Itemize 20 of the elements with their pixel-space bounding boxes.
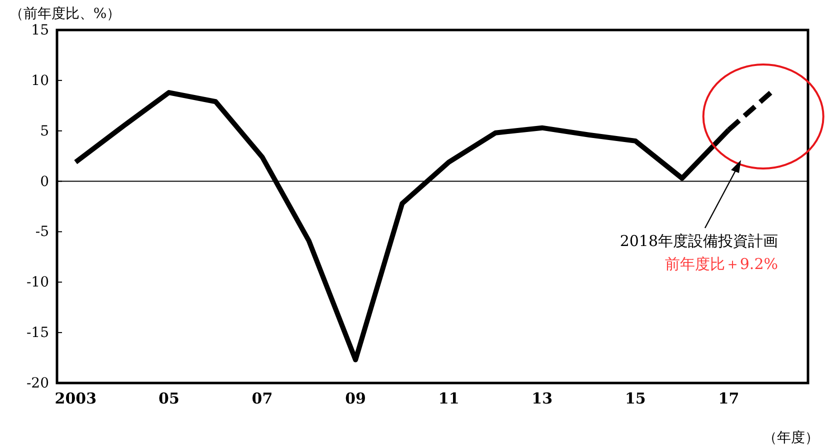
x-tick-label: 17: [718, 390, 740, 408]
y-tick-label: -5: [35, 224, 49, 240]
y-tick-label: 0: [40, 174, 49, 190]
y-tick-label: 5: [40, 123, 49, 140]
y-tick-label: -10: [26, 274, 49, 291]
annotation: 2018年度設備投資計画: [620, 232, 778, 250]
x-tick-label: 05: [158, 390, 180, 408]
y-tick-label: 15: [31, 22, 49, 38]
y-tick-label: 10: [31, 72, 49, 89]
x-tick-label: 07: [252, 390, 273, 408]
x-tick-label: 11: [438, 390, 460, 408]
x-tick-label: 13: [532, 390, 553, 408]
y-tick-label: -20: [26, 375, 49, 392]
annotation: 前年度比＋9.2%: [664, 255, 778, 273]
y-tick-label: -15: [26, 325, 49, 342]
x-tick-label: 2003: [54, 390, 97, 408]
y-axis-title: （前年度比、%）: [9, 6, 121, 22]
x-tick-label: 15: [624, 390, 646, 408]
x-axis-title: （年度）: [763, 430, 819, 446]
x-tick-label: 09: [345, 390, 366, 408]
